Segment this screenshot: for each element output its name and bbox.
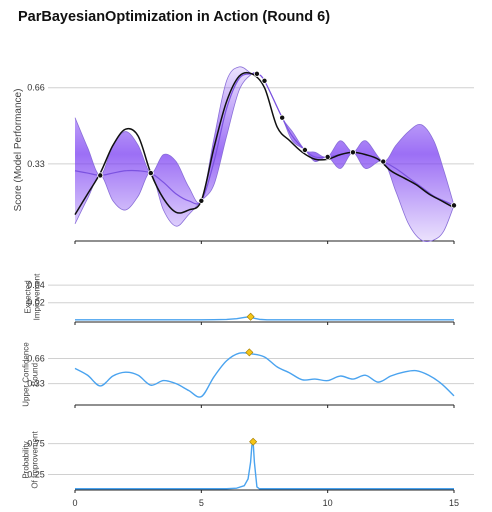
ytick-label-2-0: 0.33 <box>27 379 45 389</box>
y-axis-label-0: Score (Model Performance) <box>13 89 24 212</box>
ytick-label-3-0: 0.25 <box>27 470 45 480</box>
y-axis-label-3: Probability Of Improvement <box>22 431 40 489</box>
sampled-point-3 <box>253 70 260 77</box>
y-axis-label-line: Improvement <box>33 273 42 320</box>
ytick-label-2-1: 0.66 <box>27 353 45 363</box>
confidence-band <box>75 66 454 242</box>
sampled-point-8 <box>349 149 356 156</box>
y-axis-label-line: Score (Model Performance) <box>13 89 24 212</box>
max-point-upper-confidence-bound <box>245 348 254 357</box>
max-point-expected-improvement <box>246 312 255 321</box>
xtick-label-0: 0 <box>72 498 77 508</box>
acquisition-line-upper-confidence-bound <box>74 351 455 398</box>
acquisition-line-expected-improvement <box>75 316 454 321</box>
sampled-point-0 <box>97 172 104 179</box>
sampled-point-7 <box>324 153 331 160</box>
xtick-label-1: 5 <box>199 498 204 508</box>
posterior-mean-line <box>74 72 455 206</box>
ytick-label-0-0: 0.33 <box>27 159 45 169</box>
ytick-label-0-1: 0.66 <box>27 83 45 93</box>
y-axis-label-line: Bound <box>31 363 40 386</box>
sampled-point-5 <box>279 114 286 121</box>
max-point-probability-of-improvement <box>249 437 258 446</box>
sampled-point-2 <box>198 197 205 204</box>
sampled-point-9 <box>380 158 387 165</box>
y-axis-label-line: Probability <box>22 441 31 478</box>
sampled-point-6 <box>301 146 308 153</box>
ytick-label-3-1: 0.75 <box>27 439 45 449</box>
sampled-point-10 <box>450 202 457 209</box>
acquisition-line-probability-of-improvement <box>75 441 454 490</box>
chart-title: ParBayesianOptimization in Action (Round… <box>18 9 331 25</box>
xtick-label-2: 10 <box>323 498 333 508</box>
xtick-label-3: 15 <box>449 498 459 508</box>
y-axis-label-1: Expected Improvement <box>24 273 42 320</box>
y-axis-label-line: Expected <box>24 280 33 313</box>
y-axis-label-2: Upper Confidence Bound <box>22 342 40 407</box>
ytick-label-1-0: 0.02 <box>27 298 45 308</box>
sampled-point-1 <box>147 170 154 177</box>
y-axis-label-line: Of Improvement <box>31 431 40 489</box>
y-axis-label-line: Upper Confidence <box>22 342 31 407</box>
objective-line <box>74 71 455 216</box>
ytick-label-1-1: 0.04 <box>27 280 45 290</box>
sampled-point-4 <box>261 77 268 84</box>
